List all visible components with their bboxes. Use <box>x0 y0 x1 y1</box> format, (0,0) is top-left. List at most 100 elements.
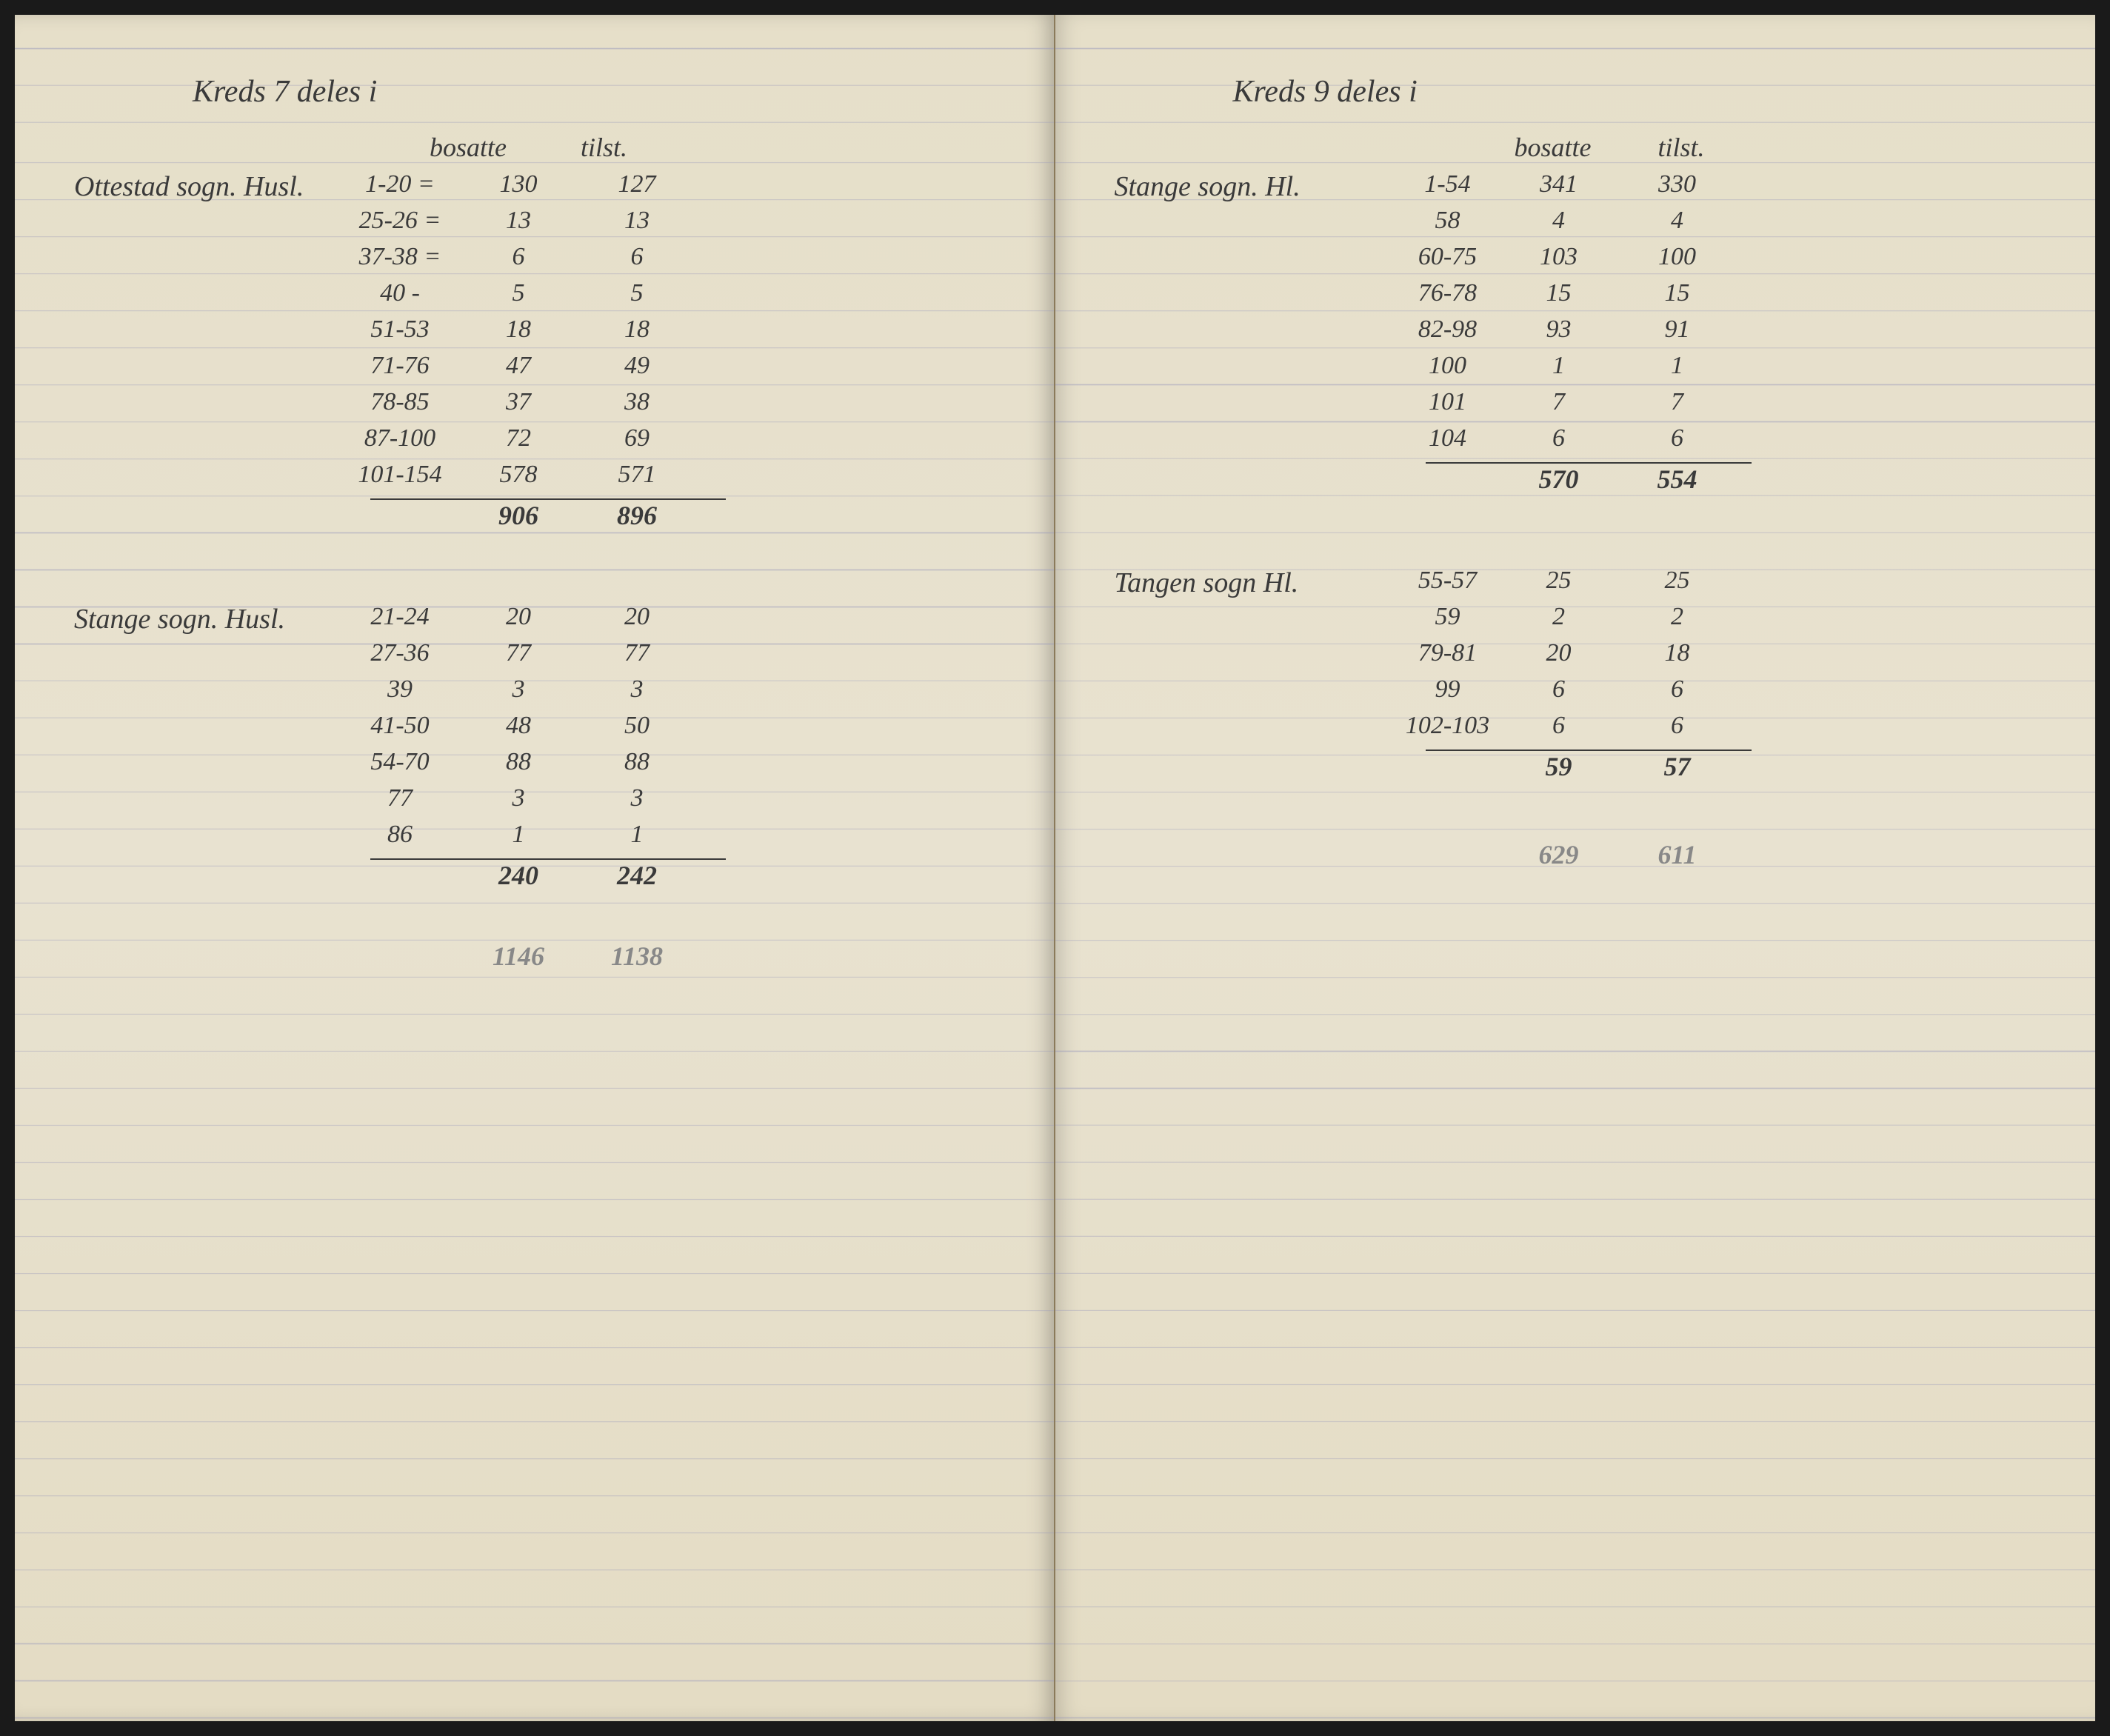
header-bosatte: bosatte <box>1515 132 1592 163</box>
val1: 93 <box>1515 316 1603 344</box>
table-row: 10011 <box>1100 352 2051 388</box>
total-v2: 57 <box>1633 751 1722 787</box>
header-tilst: tilst. <box>581 132 627 163</box>
val2: 49 <box>592 352 681 380</box>
range: 27-36 <box>326 639 474 667</box>
page-title: Kreds 7 deles i <box>193 74 1009 110</box>
val1: 88 <box>474 748 563 776</box>
table-row: 79-812018 <box>1100 639 2051 675</box>
val2: 69 <box>592 424 681 453</box>
range: 1-20 = <box>326 170 474 198</box>
table-row: 82-989391 <box>1100 316 2051 352</box>
val2: 4 <box>1633 207 1722 235</box>
val1: 7 <box>1515 388 1603 416</box>
grand-total-row: 1146 1138 <box>59 941 1009 977</box>
table-row: 51-531818 <box>59 316 1009 352</box>
val1: 341 <box>1515 170 1603 198</box>
val1: 25 <box>1515 567 1603 595</box>
val2: 91 <box>1633 316 1722 344</box>
val2: 127 <box>592 170 681 198</box>
val2: 38 <box>592 388 681 416</box>
table-row: 5922 <box>1100 603 2051 639</box>
range: 87-100 <box>326 424 474 453</box>
total-v1: 59 <box>1515 751 1603 787</box>
section-label: Ottestad sogn. Husl. <box>74 170 304 203</box>
table-row: 40 -55 <box>59 279 1009 316</box>
grand-total-v2: 611 <box>1633 839 1722 875</box>
table-row: 101-154578571 <box>59 461 1009 497</box>
total-v1: 906 <box>474 500 563 536</box>
section-stange: Stange sogn. Hl. 1-54341330 5844 60-7510… <box>1100 170 2051 500</box>
val1: 20 <box>474 603 563 631</box>
table-row: 71-7647 49 <box>59 352 1009 388</box>
range: 39 <box>326 675 474 704</box>
total-row: 59 57 <box>1100 751 2051 787</box>
val1: 6 <box>1515 675 1603 704</box>
val2: 18 <box>592 316 681 344</box>
table-row: 3933 <box>59 675 1009 712</box>
val1: 72 <box>474 424 563 453</box>
grand-total-v1: 1146 <box>474 941 563 977</box>
val1: 1 <box>1515 352 1603 380</box>
range: 40 - <box>326 279 474 307</box>
section-label: Stange sogn. Hl. <box>1115 170 1301 203</box>
range: 100 <box>1381 352 1515 380</box>
table-row: 41-504850 <box>59 712 1009 748</box>
val2: 15 <box>1633 279 1722 307</box>
val1: 2 <box>1515 603 1603 631</box>
table-row: 5844 <box>1100 207 2051 243</box>
total-row: 240242 <box>59 860 1009 896</box>
table-row: 87-10072 69 <box>59 424 1009 461</box>
grand-total-v1: 629 <box>1515 839 1603 875</box>
val2: 1 <box>592 821 681 849</box>
column-headers: bosatte tilst. <box>430 132 1009 163</box>
table-row: 9966 <box>1100 675 2051 712</box>
val2: 88 <box>592 748 681 776</box>
val2: 5 <box>592 279 681 307</box>
val1: 130 <box>474 170 563 198</box>
val1: 15 <box>1515 279 1603 307</box>
total-row: 906896 <box>59 500 1009 536</box>
val2: 3 <box>592 675 681 704</box>
val2: 25 <box>1633 567 1722 595</box>
range: 102-103 <box>1381 712 1515 740</box>
range: 104 <box>1381 424 1515 453</box>
range: 54-70 <box>326 748 474 776</box>
val2: 6 <box>1633 712 1722 740</box>
range: 21-24 <box>326 603 474 631</box>
val2: 1 <box>1633 352 1722 380</box>
val2: 3 <box>592 784 681 812</box>
section-label: Stange sogn. Husl. <box>74 603 285 635</box>
table-row: 10466 <box>1100 424 2051 461</box>
val2: 330 <box>1633 170 1722 198</box>
total-v2: 242 <box>592 860 681 896</box>
range: 99 <box>1381 675 1515 704</box>
header-bosatte: bosatte <box>430 132 507 163</box>
range: 78-85 <box>326 388 474 416</box>
section-label: Tangen sogn Hl. <box>1115 567 1299 599</box>
range: 25-26 = <box>326 207 474 235</box>
range: 71-76 <box>326 352 474 380</box>
val1: 20 <box>1515 639 1603 667</box>
range: 37-38 = <box>326 243 474 271</box>
grand-total-row: 629 611 <box>1100 839 2051 875</box>
total-row: 570554 <box>1100 464 2051 500</box>
table-row: 54-708888 <box>59 748 1009 784</box>
notebook-spread: Kreds 7 deles i bosatte tilst. Ottestad … <box>15 15 2095 1721</box>
page-title: Kreds 9 deles i <box>1233 74 2051 110</box>
val1: 3 <box>474 675 563 704</box>
range: 1-54 <box>1381 170 1515 198</box>
range: 58 <box>1381 207 1515 235</box>
val1: 578 <box>474 461 563 489</box>
grand-total-v2: 1138 <box>592 941 681 977</box>
range: 86 <box>326 821 474 849</box>
val1: 48 <box>474 712 563 740</box>
val1: 3 <box>474 784 563 812</box>
val2: 571 <box>592 461 681 489</box>
val2: 6 <box>592 243 681 271</box>
val2: 7 <box>1633 388 1722 416</box>
val1: 47 <box>474 352 563 380</box>
val1: 77 <box>474 639 563 667</box>
table-row: 25-26 =1313 <box>59 207 1009 243</box>
table-row: 60-75103100 <box>1100 243 2051 279</box>
